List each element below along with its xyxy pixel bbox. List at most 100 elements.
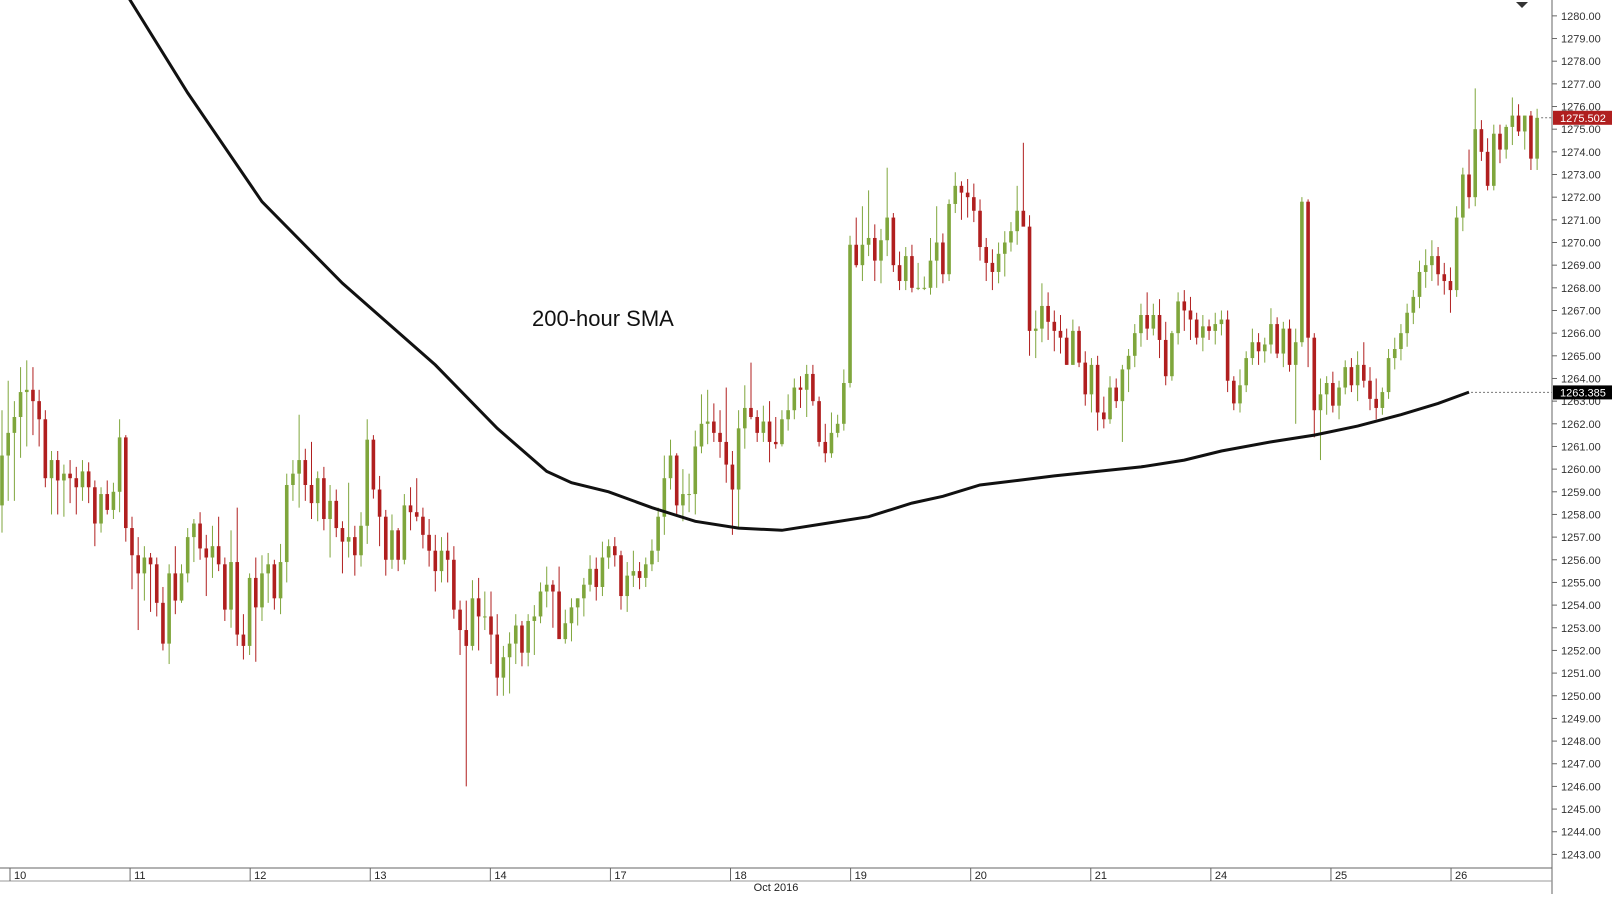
candle-body-down: [619, 555, 623, 597]
candle-body-up: [1219, 319, 1224, 325]
candle-body-down: [130, 528, 134, 556]
candle-body-up: [1324, 383, 1329, 395]
candle-body-down: [637, 571, 642, 578]
candle-body-down: [1529, 115, 1533, 159]
candle-body-up: [439, 550, 444, 572]
candle-body-up: [315, 478, 320, 504]
y-tick-label: 1247.00: [1561, 759, 1601, 771]
candle-body-up: [1510, 115, 1515, 127]
candle-body-down: [1077, 330, 1081, 363]
candle-body-down: [421, 516, 425, 535]
candle-body-up: [1009, 231, 1013, 243]
candle-body-up: [1250, 342, 1255, 359]
candle-body-up: [513, 625, 518, 644]
candle-body-up: [916, 287, 920, 289]
candle-body-up: [526, 620, 530, 653]
candle-body-down: [1362, 364, 1366, 381]
candle-body-up: [1399, 333, 1403, 350]
candle-body-down: [1225, 319, 1230, 381]
candle-body-up: [0, 455, 4, 506]
candle-body-down: [253, 577, 258, 608]
candle-body-down: [68, 473, 72, 479]
candle-body-up: [1201, 326, 1205, 338]
candle-body-up: [1355, 364, 1360, 386]
candle-body-down: [377, 489, 382, 517]
candle-body-down: [93, 487, 97, 524]
candle-body-up: [588, 568, 592, 585]
candle-body-down: [161, 602, 165, 644]
y-tick-label: 1278.00: [1561, 56, 1601, 68]
candle-body-up: [804, 373, 809, 390]
candle-body-down: [872, 237, 877, 261]
sma-line: [128, 0, 1470, 532]
candle-body-down: [965, 192, 970, 198]
candle-body-up: [142, 557, 147, 574]
candle-body-up: [922, 287, 927, 289]
candle-body-down: [674, 455, 679, 506]
candle-body-up: [167, 573, 171, 644]
y-tick-label: 1244.00: [1561, 827, 1601, 839]
candle-body-up: [229, 562, 233, 610]
candle-body-up: [600, 557, 605, 587]
candle-body-up: [705, 421, 710, 424]
candle-body-down: [1095, 364, 1100, 413]
candle-body-down: [55, 460, 60, 481]
candle-body-up: [1151, 315, 1156, 329]
candle-body-down: [1021, 210, 1026, 227]
candle-body-up: [786, 410, 790, 420]
candle-body-down: [1256, 342, 1261, 352]
candle-body-up: [470, 598, 475, 646]
x-tick-label: 12: [254, 870, 266, 882]
candle-body-up: [656, 516, 660, 551]
collapse-arrow-icon[interactable]: [1516, 2, 1528, 8]
x-tick-label: 17: [614, 870, 626, 882]
candle-body-down: [309, 484, 314, 504]
y-tick-label: 1257.00: [1561, 532, 1601, 544]
candle-body-down: [557, 591, 561, 640]
candle-body-down: [495, 634, 499, 678]
candle-body-up: [1293, 342, 1298, 365]
candle-body-up: [390, 530, 394, 560]
y-tick-label: 1265.00: [1561, 351, 1601, 363]
candle-body-up: [1269, 324, 1273, 345]
candle-body-up: [1417, 271, 1422, 297]
candle-body-down: [223, 564, 227, 610]
x-tick-label: 20: [975, 870, 987, 882]
candle-body-down: [31, 389, 35, 402]
candle-body-down: [1275, 324, 1279, 354]
candle-body-up: [1461, 174, 1465, 218]
candle-body-down: [1145, 315, 1149, 329]
candle-body-up: [1454, 217, 1459, 291]
candle-body-up: [953, 185, 958, 204]
candle-body-down: [767, 421, 772, 442]
candle-body-down: [1064, 337, 1069, 365]
candle-body-down: [340, 528, 345, 542]
candle-body-down: [445, 550, 450, 560]
sma-price-label: 1263.385: [1560, 387, 1606, 399]
y-tick-label: 1250.00: [1561, 691, 1601, 703]
candle-body-down: [1349, 367, 1354, 386]
y-tick-label: 1272.00: [1561, 192, 1601, 204]
candle-body-down: [978, 210, 982, 248]
candle-body-up: [278, 562, 283, 599]
candle-body-down: [1114, 387, 1118, 402]
candle-body-up: [185, 537, 190, 574]
candle-body-up: [1071, 330, 1075, 365]
candle-body-up: [1423, 265, 1428, 272]
candle-body-down: [1306, 201, 1310, 338]
candle-body-up: [860, 244, 865, 266]
candle-body-up: [650, 550, 654, 565]
candle-body-up: [1002, 242, 1007, 254]
candle-body-up: [346, 537, 351, 542]
y-tick-label: 1254.00: [1561, 600, 1601, 612]
candle-body-up: [179, 573, 184, 601]
candle-body-up: [662, 478, 667, 517]
candle-body-down: [724, 441, 729, 465]
candle-body-up: [297, 460, 301, 474]
candle-body-up: [365, 439, 370, 526]
candle-body-down: [817, 401, 821, 442]
candle-body-down: [1163, 339, 1168, 377]
candle-body-down: [1448, 281, 1453, 291]
candle-body-up: [934, 242, 939, 261]
